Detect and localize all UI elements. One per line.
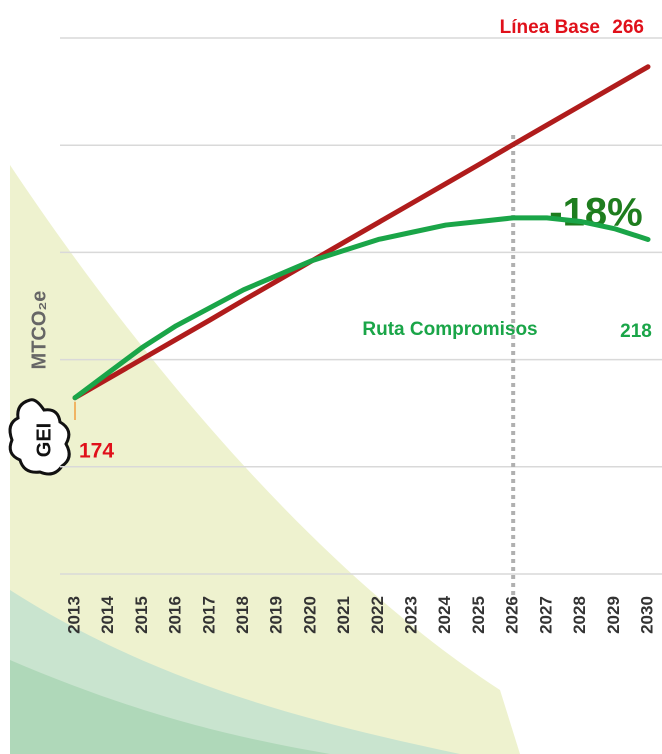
x-tick-label: 2016 [166,596,185,634]
legend-label: Ruta Compromisos [362,319,537,340]
x-tick-label: 2015 [132,596,151,634]
x-tick-label: 2026 [503,596,522,634]
icon-text: GEI [33,423,55,457]
x-tick-label: 2029 [604,596,623,634]
x-tick-label: 2014 [98,596,117,634]
x-tick-label: 2022 [368,596,387,634]
x-tick-label: 2017 [199,596,218,634]
x-tick-label: 2024 [435,596,454,634]
chart: GEI MTCO₂e -18% 2013 2014 2015 2016 2017 2018… [0,0,662,754]
x-tick-label: 2018 [233,596,252,634]
x-tick-label: 2025 [469,596,488,634]
x-tick-label: 2013 [64,596,83,634]
y-axis-label: MTCO₂e [28,291,50,370]
value-label: 174 [79,440,114,463]
value-label: 218 [620,321,652,342]
legend-label: Línea Base [500,17,600,38]
x-tick-label: 2020 [300,596,319,634]
annotation: -18% [549,191,642,235]
x-tick-label: 2030 [637,596,656,634]
x-tick-label: 2019 [267,596,286,634]
x-tick-label: 2023 [402,596,421,634]
x-tick-label: 2027 [536,596,555,634]
value-label: 266 [612,17,644,38]
x-tick-label: 2021 [334,596,353,634]
x-tick-label: 2028 [570,596,589,634]
